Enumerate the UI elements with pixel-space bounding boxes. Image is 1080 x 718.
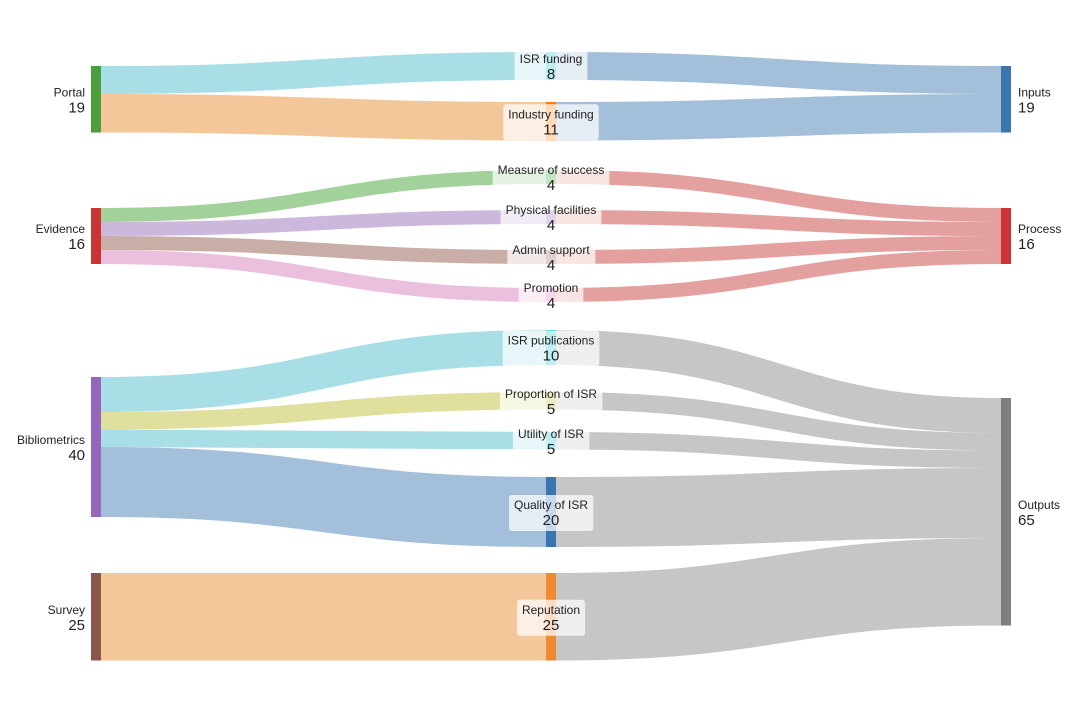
node-name-label: Reputation: [522, 603, 580, 617]
node-value-label: 19: [1018, 99, 1035, 116]
label-background: [514, 49, 588, 85]
node-name-label: Portal: [54, 85, 85, 99]
node-name-label: Inputs: [1018, 85, 1051, 99]
link-proportion-of-isr-to-outputs: [555, 392, 1002, 451]
node-name-label: Utility of ISR: [518, 427, 584, 441]
link-reputation-to-outputs: [555, 538, 1002, 661]
node-value-label: 19: [68, 99, 85, 116]
link-isr-funding-to-inputs: [555, 52, 1002, 94]
link-utility-of-isr-to-outputs: [555, 432, 1002, 468]
node-name-label: ISR publications: [508, 334, 595, 348]
label-background: [516, 599, 586, 636]
node-value-label: 20: [543, 512, 560, 529]
node-name-label: Process: [1018, 222, 1061, 236]
link-evidence-to-admin-support: [100, 236, 547, 264]
node-outputs: [1001, 398, 1011, 626]
node-value-label: 4: [547, 257, 555, 274]
link-industry-funding-to-inputs: [555, 94, 1002, 141]
label-background: [492, 160, 610, 196]
node-value-label: 16: [1018, 236, 1035, 253]
link-bibliometrics-to-isr-publications: [100, 330, 547, 412]
link-isr-publications-to-outputs: [555, 330, 1002, 433]
node-name-label: Evidence: [36, 222, 86, 236]
node-value-label: 4: [547, 217, 555, 234]
link-quality-of-isr-to-outputs: [555, 468, 1002, 547]
node-value-label: 4: [547, 177, 555, 194]
node-name-label: Promotion: [524, 281, 579, 295]
label-background: [518, 278, 584, 314]
node-value-label: 65: [1018, 512, 1035, 529]
node-value-label: 25: [543, 617, 560, 634]
node-name-label: Admin support: [512, 243, 590, 257]
label-background: [503, 104, 599, 141]
node-name-label: Measure of success: [498, 163, 605, 177]
node-value-label: 16: [68, 236, 85, 253]
node-value-label: 25: [68, 617, 85, 634]
link-bibliometrics-to-proportion-of-isr: [100, 392, 547, 430]
node-portal: [91, 66, 101, 133]
link-bibliometrics-to-utility-of-isr: [100, 429, 547, 450]
node-value-label: 11: [543, 121, 559, 138]
node-name-label: Quality of ISR: [514, 498, 588, 512]
node-survey: [91, 573, 101, 661]
label-background: [508, 495, 594, 531]
label-background: [507, 240, 596, 276]
node-name-label: Outputs: [1018, 498, 1060, 512]
label-background: [500, 200, 602, 236]
link-bibliometrics-to-quality-of-isr: [100, 447, 547, 547]
node-value-label: 4: [547, 295, 555, 312]
node-name-label: Industry funding: [508, 107, 593, 121]
node-value-label: 5: [547, 441, 555, 458]
node-value-label: 10: [543, 348, 560, 365]
label-background: [512, 423, 590, 460]
node-process: [1001, 208, 1011, 264]
node-value-label: 8: [547, 66, 555, 83]
node-name-label: Physical facilities: [506, 203, 597, 217]
node-evidence: [91, 208, 101, 264]
link-portal-to-isr-funding: [100, 52, 547, 94]
node-name-label: ISR funding: [520, 52, 583, 66]
node-bibliometrics: [91, 377, 101, 517]
links: [100, 52, 1002, 661]
link-evidence-to-measure-of-success: [100, 170, 547, 222]
link-measure-of-success-to-process: [555, 170, 1002, 222]
link-portal-to-industry-funding: [100, 94, 547, 141]
node-value-label: 40: [68, 447, 85, 464]
node-name-label: Bibliometrics: [17, 433, 85, 447]
node-inputs: [1001, 66, 1011, 133]
node-value-label: 5: [547, 401, 555, 418]
node-name-label: Proportion of ISR: [505, 387, 597, 401]
node-name-label: Survey: [48, 603, 85, 617]
link-admin-support-to-process: [555, 236, 1002, 264]
label-background: [502, 330, 600, 367]
link-promotion-to-process: [555, 250, 1002, 302]
link-physical-facilities-to-process: [555, 210, 1002, 236]
label-background: [499, 383, 603, 420]
link-evidence-to-promotion: [100, 250, 547, 302]
link-evidence-to-physical-facilities: [100, 210, 547, 236]
